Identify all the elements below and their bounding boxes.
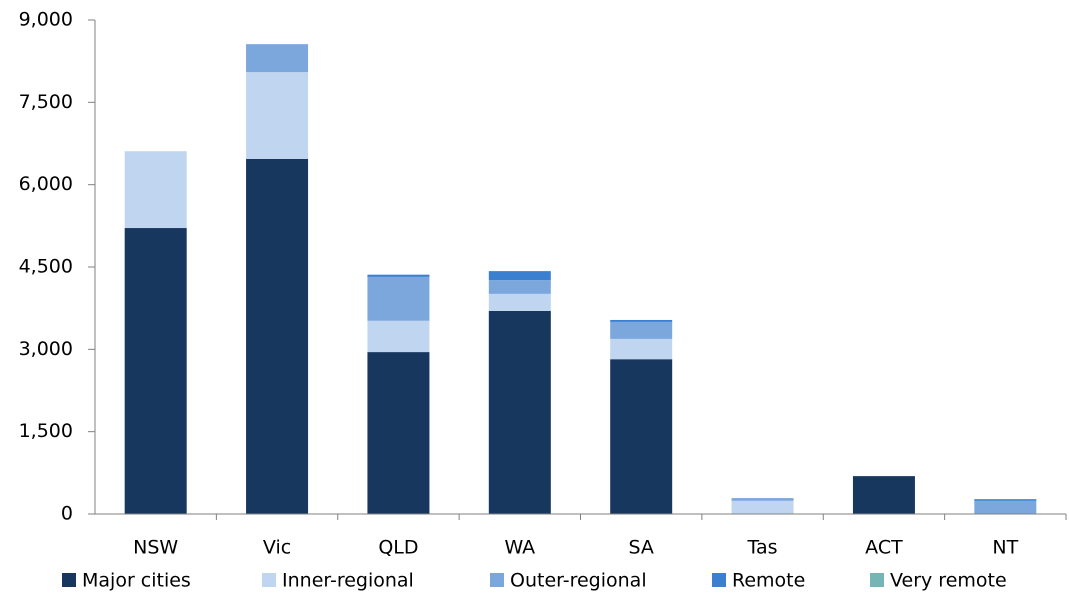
legend-swatch [62, 573, 76, 587]
bar-segment [488, 280, 551, 294]
x-tick-label: SA [628, 537, 653, 559]
x-tick-label: Vic [263, 537, 291, 559]
x-tick-label: Tas [747, 537, 778, 559]
bar-segment [124, 228, 187, 515]
bar-segment [610, 338, 673, 360]
y-tick-label: 6,000 [19, 173, 73, 195]
x-tick-label: NT [992, 537, 1018, 559]
bar-segment [610, 319, 673, 322]
bar-segment [974, 500, 1037, 514]
bar-segment [367, 352, 430, 514]
legend-label: Very remote [890, 570, 1007, 592]
x-tick-label: WA [504, 537, 535, 559]
bar-segment [610, 359, 673, 514]
y-tick-label: 9,000 [19, 9, 73, 31]
legend-label: Remote [732, 570, 805, 592]
y-tick-label: 0 [61, 503, 73, 525]
legend-swatch [490, 573, 504, 587]
legend-swatch [870, 573, 884, 587]
bar-segment [246, 158, 309, 514]
bar-segment [124, 151, 187, 229]
y-tick-label: 1,500 [19, 420, 73, 442]
bar-segment [974, 499, 1037, 501]
y-tick-label: 4,500 [19, 256, 73, 278]
legend-label: Inner-regional [282, 570, 414, 592]
bar-segment [367, 320, 430, 353]
y-tick-label: 7,500 [19, 91, 73, 113]
bar-segment [488, 310, 551, 514]
x-tick-label: QLD [378, 537, 418, 559]
bar-segment [731, 500, 794, 514]
bar-segment [367, 276, 430, 321]
bar-segment [246, 72, 309, 159]
bar-segment [852, 476, 915, 514]
bar-segment [610, 321, 673, 339]
bar-segment [488, 293, 551, 311]
legend-label: Outer-regional [510, 570, 647, 592]
legend-swatch [262, 573, 276, 587]
y-tick-label: 3,000 [19, 338, 73, 360]
bar-segment [488, 271, 551, 281]
bar-segment [246, 44, 309, 73]
legend-swatch [712, 573, 726, 587]
legend-label: Major cities [82, 570, 191, 592]
bar-segment [731, 498, 794, 501]
bar-segment [367, 274, 430, 277]
x-tick-label: NSW [133, 537, 178, 559]
x-tick-label: ACT [865, 537, 903, 559]
